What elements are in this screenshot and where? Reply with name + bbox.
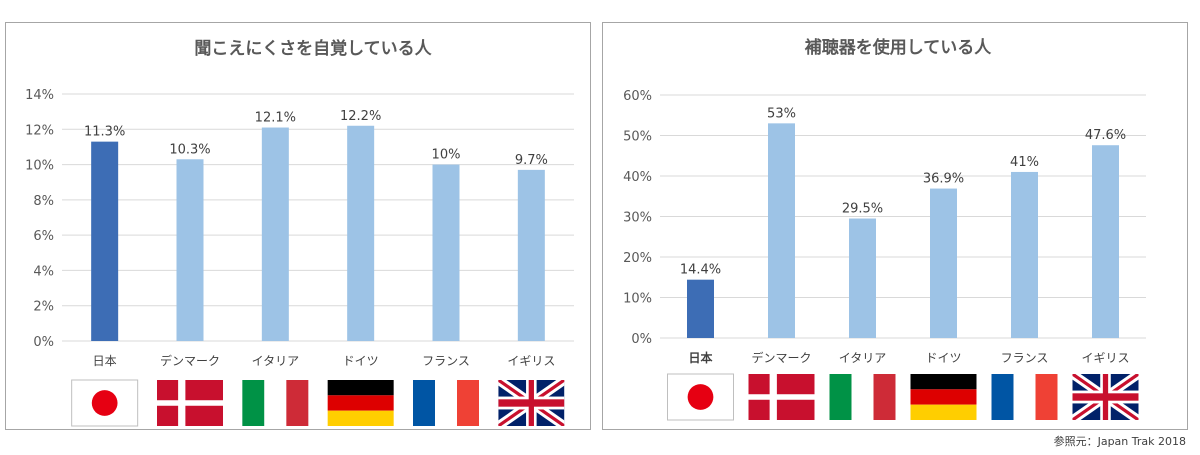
category-label: イギリス [507, 354, 555, 368]
data-label: 10% [432, 148, 461, 163]
italy-flag-icon [242, 380, 309, 426]
y-tick-label: 2% [33, 300, 54, 315]
category-label: イタリア [252, 354, 300, 368]
y-tick-label: 0% [631, 332, 652, 347]
data-label: 53% [767, 106, 796, 121]
chart-title: 補聴器を使用している人 [804, 37, 992, 58]
category-label: イギリス [1081, 351, 1129, 365]
germany-flag-icon [910, 374, 977, 420]
data-label: 12.1% [255, 111, 296, 126]
bar [930, 188, 957, 338]
bar [1092, 145, 1119, 338]
y-tick-label: 10% [623, 292, 652, 307]
data-label: 29.5% [842, 202, 883, 217]
data-label: 41% [1010, 155, 1039, 170]
category-label: ドイツ [925, 351, 961, 365]
japan-flag-icon [71, 379, 139, 427]
y-tick-label: 8% [33, 194, 54, 209]
chart-panel-hearing-aid-use: 補聴器を使用している人 0% 10% 20% 30% 40% 50% 60% 14.4% 日本 53… [602, 22, 1188, 430]
y-tick-label: 20% [623, 251, 652, 266]
bar [849, 218, 876, 338]
y-tick-label: 0% [33, 335, 54, 350]
uk-flag-icon [1072, 374, 1139, 420]
chart-hearing-aid-usage: 補聴器を使用している人 0% 10% 20% 30% 40% 50% 60% 14.4% 日本 53… [623, 37, 1146, 421]
chart-panel-self-aware: 聞こえにくさを自覚している人 0% 2% 4% 6% 8% 10% 12% 14% 11.3% 日本… [5, 22, 591, 430]
uk-flag-icon [498, 380, 565, 426]
category-label: フランス [1001, 351, 1049, 365]
italy-flag-icon [829, 374, 896, 420]
chart-title: 聞こえにくさを自覚している人 [194, 38, 432, 59]
category-label: フランス [422, 354, 470, 368]
bar [687, 279, 714, 338]
y-tick-label: 4% [33, 264, 54, 279]
data-label: 10.3% [169, 142, 210, 157]
y-tick-label: 10% [25, 159, 54, 174]
denmark-flag-icon [157, 380, 223, 426]
y-tick-label: 12% [25, 123, 54, 138]
bar [432, 164, 460, 341]
category-label: デンマーク [751, 350, 811, 365]
bar [261, 127, 289, 342]
category-label: イタリア [839, 351, 887, 365]
data-label: 11.3% [84, 125, 125, 140]
y-tick-label: 6% [33, 229, 54, 244]
y-tick-label: 60% [623, 89, 652, 104]
y-tick-label: 50% [623, 130, 652, 145]
japan-flag-icon [667, 373, 734, 421]
bar [91, 141, 119, 341]
bar [1011, 171, 1038, 338]
y-tick-label: 30% [623, 211, 652, 226]
category-label: 日本 [688, 350, 712, 365]
category-label: 日本 [93, 354, 117, 368]
data-label: 36.9% [923, 172, 964, 187]
data-label: 14.4% [680, 263, 721, 278]
france-flag-icon [413, 380, 479, 426]
denmark-flag-icon [748, 374, 815, 420]
source-note: 参照元：Japan Trak 2018 [1053, 435, 1186, 448]
y-tick-label: 14% [25, 88, 54, 103]
bar [347, 125, 375, 341]
france-flag-icon [991, 374, 1058, 420]
category-label: ドイツ [343, 354, 379, 368]
bar [517, 169, 545, 341]
data-label: 47.6% [1085, 128, 1126, 143]
germany-flag-icon [327, 380, 394, 426]
data-label: 12.2% [340, 109, 381, 124]
category-label: デンマーク [160, 353, 220, 368]
data-label: 9.7% [515, 153, 548, 168]
y-tick-label: 40% [623, 170, 652, 185]
bar [768, 123, 795, 338]
bar [176, 159, 204, 341]
chart-self-aware-hearing-difficulty: 聞こえにくさを自覚している人 0% 2% 4% 6% 8% 10% 12% 14% 11.3% 日本… [25, 38, 574, 427]
